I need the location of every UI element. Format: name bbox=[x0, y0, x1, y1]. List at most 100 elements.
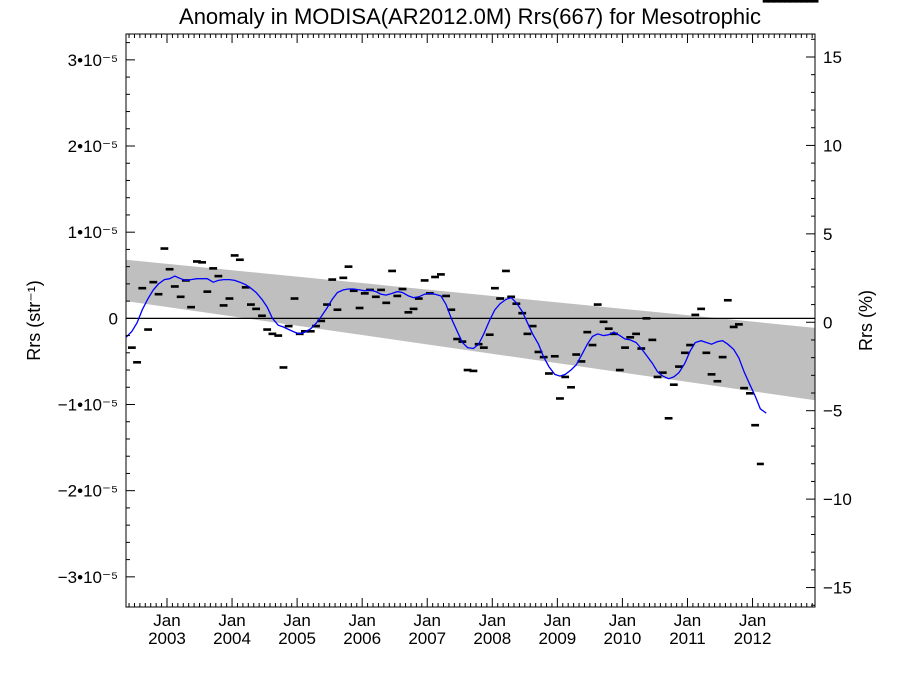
anomaly-point bbox=[203, 290, 212, 293]
anomaly-point bbox=[252, 307, 261, 311]
smoothed-line-layer bbox=[125, 275, 767, 414]
x-tick-month: Jan bbox=[283, 611, 310, 630]
anomaly-point-bar bbox=[171, 285, 179, 288]
anomaly-point-bar bbox=[480, 346, 488, 349]
anomaly-point-bar bbox=[561, 375, 569, 379]
anomaly-point bbox=[388, 269, 397, 273]
anomaly-point-bar bbox=[236, 258, 244, 262]
anomaly-point-bar bbox=[372, 295, 380, 299]
anomaly-point-bar bbox=[198, 261, 206, 264]
anomaly-point-bar bbox=[800, 0, 808, 3]
anomaly-point bbox=[290, 297, 299, 300]
anomaly-point-bar bbox=[231, 254, 239, 257]
x-tick-year: 2011 bbox=[669, 629, 706, 648]
anomaly-point bbox=[593, 303, 602, 306]
x-tick-year: 2007 bbox=[408, 629, 446, 648]
anomaly-point bbox=[377, 288, 385, 292]
anomaly-point bbox=[518, 311, 527, 315]
anomaly-point-bar bbox=[751, 423, 759, 427]
anomaly-point-bar bbox=[469, 369, 477, 373]
anomaly-point bbox=[127, 346, 136, 349]
anomaly-point-bar bbox=[496, 297, 504, 300]
anomaly-point-bar bbox=[534, 350, 542, 354]
anomaly-point-bar bbox=[523, 332, 531, 336]
smoothed-line bbox=[125, 275, 767, 414]
anomaly-point bbox=[604, 327, 613, 330]
anomaly-point-bar bbox=[811, 0, 819, 3]
anomaly-point bbox=[258, 314, 266, 318]
x-tick-month: Jan bbox=[674, 611, 701, 630]
x-tick-year: 2005 bbox=[278, 629, 316, 648]
anomaly-point-bar bbox=[323, 303, 331, 306]
anomaly-point-bar bbox=[529, 324, 537, 328]
anomaly-point-bar bbox=[225, 297, 233, 300]
anomaly-point-bar bbox=[138, 286, 146, 290]
anomaly-point bbox=[800, 0, 808, 3]
anomaly-point bbox=[567, 385, 575, 389]
anomaly-point-bar bbox=[214, 274, 222, 278]
anomaly-point-bar bbox=[203, 290, 211, 293]
anomaly-point bbox=[436, 273, 445, 276]
anomaly-point-bar bbox=[675, 365, 683, 368]
anomaly-point bbox=[653, 375, 662, 379]
anomaly-point-bar bbox=[518, 311, 526, 315]
anomaly-point bbox=[149, 280, 158, 284]
anomaly-point bbox=[479, 346, 488, 349]
anomaly-point-bar bbox=[431, 275, 439, 279]
x-tick-year: 2006 bbox=[343, 629, 381, 648]
anomaly-point bbox=[279, 366, 288, 369]
anomaly-point bbox=[404, 311, 413, 314]
anomaly-point bbox=[323, 303, 331, 306]
anomaly-point-bar bbox=[209, 267, 217, 270]
left-tick-label: −3•10⁻⁵ bbox=[58, 568, 118, 587]
anomaly-point bbox=[176, 295, 185, 299]
anomaly-point bbox=[144, 328, 153, 331]
right-tick-label: −15 bbox=[823, 579, 852, 598]
anomaly-point-bar bbox=[551, 354, 559, 358]
anomaly-point bbox=[723, 298, 732, 302]
left-tick-label: −2•10⁻⁵ bbox=[58, 482, 118, 501]
anomaly-point bbox=[789, 0, 797, 3]
anomaly-point bbox=[453, 337, 462, 341]
anomaly-point bbox=[442, 294, 451, 298]
anomaly-point-bar bbox=[767, 0, 775, 3]
anomaly-point-bar bbox=[642, 317, 650, 320]
anomaly-point-bar bbox=[567, 385, 575, 389]
anomaly-point bbox=[811, 0, 819, 3]
anomaly-point bbox=[561, 375, 570, 379]
anomaly-point bbox=[263, 328, 272, 331]
anomaly-point-bar bbox=[691, 313, 699, 317]
anomaly-point-bar bbox=[149, 280, 157, 284]
anomaly-point bbox=[702, 351, 711, 355]
anomaly-point bbox=[219, 304, 228, 307]
anomaly-point-bar bbox=[491, 286, 499, 290]
x-tick-year: 2004 bbox=[213, 629, 251, 648]
x-tick-year: 2003 bbox=[148, 629, 186, 648]
anomaly-point-bar bbox=[659, 371, 667, 374]
anomaly-point-bar bbox=[252, 307, 260, 311]
anomaly-point-bar bbox=[708, 373, 716, 376]
anomaly-point bbox=[409, 307, 418, 311]
right-tick-label: 10 bbox=[823, 136, 842, 155]
anomaly-point-bar bbox=[279, 366, 287, 369]
anomaly-point-bar bbox=[648, 338, 656, 342]
anomaly-point-bar bbox=[247, 303, 255, 306]
left-y-axis: 3•10⁻⁵ 2•10⁻⁵ 1•10⁻⁵ 0 −1•10⁻⁵ −2•10⁻⁵ −3•10⁻⁵ bbox=[58, 42, 135, 587]
anomaly-point bbox=[697, 307, 706, 311]
anomaly-point-bar bbox=[410, 307, 418, 311]
anomaly-point bbox=[339, 276, 348, 280]
anomaly-point bbox=[556, 397, 564, 400]
anomaly-point-bar bbox=[242, 286, 250, 289]
anomaly-point bbox=[214, 274, 223, 278]
anomaly-point-bar bbox=[399, 287, 407, 291]
anomaly-point-bar bbox=[735, 323, 743, 326]
anomaly-point-bar bbox=[160, 247, 168, 250]
x-tick-month: Jan bbox=[609, 611, 636, 630]
anomaly-point-bar bbox=[773, 0, 781, 3]
anomaly-point bbox=[615, 368, 624, 372]
anomaly-point-bar bbox=[464, 368, 472, 372]
anomaly-point bbox=[642, 317, 651, 320]
chart-title: Anomaly in MODISA(AR2012.0M) Rrs(667) fo… bbox=[179, 4, 761, 29]
anomaly-point-bar bbox=[317, 319, 325, 323]
anomaly-point bbox=[778, 0, 786, 3]
